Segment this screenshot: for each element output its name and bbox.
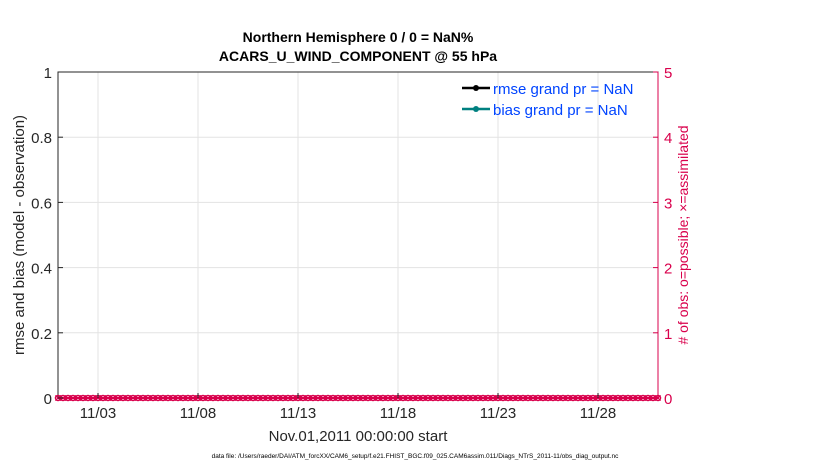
y2-tick-label: 2: [664, 261, 672, 278]
y2-tick-label: 1: [664, 326, 672, 343]
x-tick-label: 11/13: [280, 405, 316, 422]
x-tick-label: 11/18: [380, 405, 416, 422]
x-tick-label: 11/03: [80, 405, 116, 422]
chart-title-line1: Northern Hemisphere 0 / 0 = NaN%: [243, 29, 474, 45]
y-tick-label: 0.4: [31, 261, 52, 278]
obs-markers: [54, 394, 662, 402]
legend-marker-bias: [473, 106, 479, 112]
x-tick-label: 11/08: [180, 405, 216, 422]
y2-tick-label: 5: [664, 65, 672, 82]
grid: [58, 72, 658, 398]
y2-tick-label: 0: [664, 391, 672, 408]
ticks: 11/03 11/08 11/13 11/18 11/23 11/28 0 0.2 0.4 0.6…: [31, 65, 672, 422]
legend: rmse grand pr = NaN bias grand pr = NaN: [462, 81, 633, 119]
y2-tick-label: 3: [664, 195, 672, 212]
x-tick-label: 11/28: [580, 405, 616, 422]
y-tick-label: 0: [44, 391, 52, 408]
y-axis-label: rmse and bias (model - observation): [11, 115, 28, 355]
y-tick-label: 0.6: [31, 195, 52, 212]
y-tick-label: 0.8: [31, 130, 52, 147]
y-tick-label: 0.2: [31, 326, 52, 343]
legend-label-bias: bias grand pr = NaN: [493, 102, 628, 119]
y2-tick-label: 4: [664, 130, 672, 147]
data-file-footer: data file: /Users/raeder/DAI/ATM_forcXX/…: [212, 453, 620, 460]
x-axis-label: Nov.01,2011 00:00:00 start: [269, 428, 449, 445]
chart-title-line2: ACARS_U_WIND_COMPONENT @ 55 hPa: [219, 48, 497, 64]
x-tick-label: 11/23: [480, 405, 516, 422]
legend-marker-rmse: [473, 85, 479, 91]
y-tick-label: 1: [44, 65, 52, 82]
plot-frame: [57, 71, 659, 399]
legend-label-rmse: rmse grand pr = NaN: [493, 81, 633, 98]
y2-axis-label: # of obs: o=possible; ×=assimilated: [675, 125, 691, 344]
